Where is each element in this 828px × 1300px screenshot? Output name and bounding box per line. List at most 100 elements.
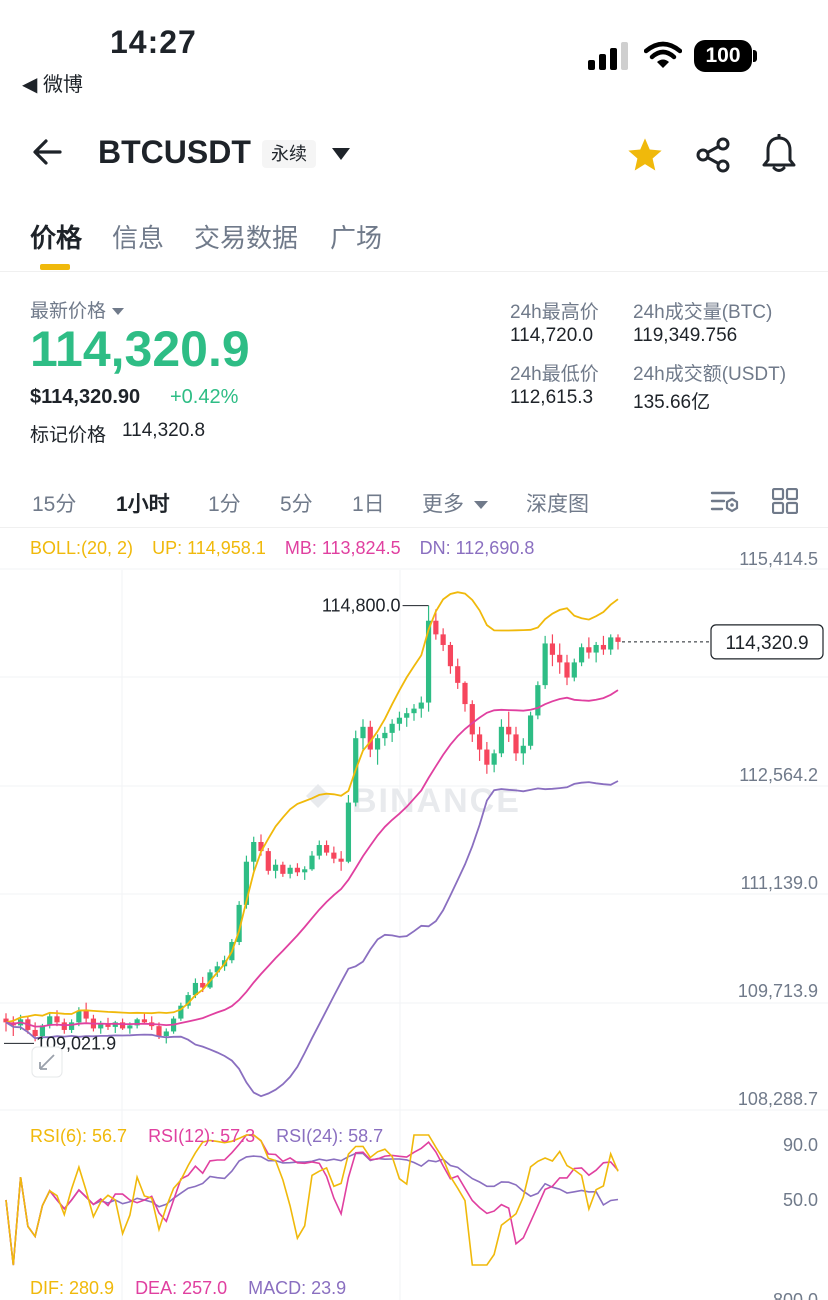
back-arrow-icon[interactable] <box>30 134 66 170</box>
candle-body <box>54 1016 60 1023</box>
header: BTCUSDT 永续 <box>0 120 828 190</box>
candle-body <box>455 666 461 683</box>
candle-body <box>564 662 570 678</box>
symbol-title[interactable]: BTCUSDT <box>98 134 251 170</box>
24h-volume-usdt-value: 135.66亿 <box>633 392 711 413</box>
star-icon[interactable] <box>626 136 664 174</box>
caret-down-icon <box>474 501 488 510</box>
candle-body <box>491 753 497 765</box>
interval-more[interactable]: 更多 <box>422 488 488 518</box>
candle-body <box>185 995 191 1006</box>
caret-down-icon <box>112 308 125 316</box>
candle-body <box>3 1018 9 1023</box>
chevron-down-icon[interactable] <box>332 148 350 160</box>
boll-legend: BOLL:(20, 2) UP: 114,958.1 MB: 113,824.5… <box>30 538 548 559</box>
candle-body <box>127 1025 133 1029</box>
candle-body <box>32 1029 38 1037</box>
latest-price-selector[interactable]: 最新价格 <box>30 296 125 323</box>
candle-body <box>615 637 621 642</box>
rsi-12: RSI(12): 57.3 <box>148 1126 256 1146</box>
candle-body <box>178 1005 184 1019</box>
candle-body <box>447 644 454 667</box>
tab-info[interactable]: 信息 <box>112 223 165 253</box>
boll-middle-line <box>5 689 619 1028</box>
candle-body <box>163 1031 169 1037</box>
macd-value: MACD: 23.9 <box>248 1278 347 1298</box>
indicator-settings-icon[interactable] <box>710 488 740 516</box>
macd-dif: DIF: 280.9 <box>30 1278 115 1298</box>
last-price: 114,320.9 <box>30 321 250 377</box>
candle-body <box>527 715 534 746</box>
candle-body <box>258 842 264 852</box>
clock: 14:27 <box>110 24 197 60</box>
candle-body <box>141 1019 148 1023</box>
candle-body <box>287 867 293 874</box>
candlestick-chart[interactable]: BINANCE 115,414.5 112,564.2 111,139.0 109,71… <box>0 530 828 1300</box>
candle-body <box>433 620 439 635</box>
candle-body <box>265 851 271 871</box>
candle-body <box>61 1022 67 1030</box>
candle-body <box>83 1010 89 1019</box>
interval-1d[interactable]: 1日 <box>352 493 385 516</box>
battery-indicator: 100 <box>694 40 758 72</box>
boll-params: BOLL:(20, 2) <box>30 538 134 558</box>
candle-body <box>367 726 373 750</box>
candle-body <box>156 1026 162 1037</box>
price-axis-label: 115,414.5 <box>739 549 818 569</box>
candle-body <box>309 855 315 870</box>
layout-grid-icon[interactable] <box>772 488 798 514</box>
battery-level: 100 <box>694 40 752 72</box>
last-price-tag-text: 114,320.9 <box>725 633 808 654</box>
candle-body <box>272 864 279 871</box>
price-axis-label: 111,139.0 <box>741 873 818 893</box>
bell-icon[interactable] <box>760 134 798 174</box>
last-price-tag <box>710 624 824 660</box>
candle-body <box>47 1016 53 1026</box>
candle-body <box>418 702 424 709</box>
price-axis-label: 108,288.7 <box>738 1089 818 1109</box>
candle-body <box>338 858 344 862</box>
max-price-annotation: 114,800.0 <box>322 596 401 616</box>
candle-body <box>200 982 206 988</box>
24h-volume-usdt-label: 24h成交额(USDT) <box>633 364 787 385</box>
usd-price: $114,320.90 <box>30 386 141 408</box>
depth-chart-tab[interactable]: 深度图 <box>526 493 589 516</box>
latest-price-label: 最新价格 <box>30 301 107 322</box>
binance-watermark: BINANCE <box>352 782 521 820</box>
candle-body <box>214 966 220 973</box>
candle-body <box>39 1025 46 1037</box>
interval-1m[interactable]: 1分 <box>208 493 241 516</box>
back-to-app-link[interactable]: ◀ 微博 <box>22 74 83 96</box>
share-icon[interactable] <box>694 136 732 174</box>
candle-body <box>243 861 250 905</box>
tab-trading-data[interactable]: 交易数据 <box>194 223 299 253</box>
rsi-axis-label: 50.0 <box>783 1190 818 1210</box>
interval-5m[interactable]: 5分 <box>280 493 313 516</box>
candle-body <box>425 620 432 703</box>
candle-body <box>389 723 395 733</box>
candle-body <box>134 1019 140 1026</box>
candle-body <box>280 864 286 874</box>
candle-body <box>192 982 199 996</box>
candle-body <box>331 852 337 859</box>
candle-body <box>557 654 563 663</box>
candle-body <box>68 1022 75 1030</box>
tab-square[interactable]: 广场 <box>330 223 383 253</box>
interval-15m[interactable]: 15分 <box>32 493 77 516</box>
price-axis-label: 109,713.9 <box>738 981 818 1001</box>
rsi-6-line <box>5 1134 619 1266</box>
candle-body <box>498 726 505 754</box>
interval-more-label: 更多 <box>422 493 464 516</box>
candle-body <box>119 1022 126 1029</box>
candle-body <box>105 1023 111 1027</box>
candle-body <box>476 734 483 750</box>
candle-body <box>542 643 548 686</box>
candle-body <box>608 637 614 650</box>
24h-volume-btc-label: 24h成交量(BTC) <box>633 302 773 323</box>
interval-1h[interactable]: 1小时 <box>116 493 170 516</box>
candle-body <box>98 1023 104 1029</box>
macd-legend: DIF: 280.9 DEA: 257.0 MACD: 23.9 <box>30 1278 362 1299</box>
candle-body <box>302 869 308 873</box>
candle-body <box>360 726 366 739</box>
tab-price[interactable]: 价格 <box>30 223 83 253</box>
